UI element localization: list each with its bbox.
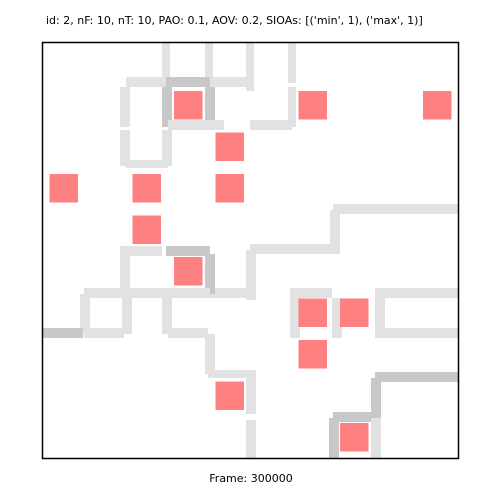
trail-segment [250, 120, 292, 130]
trail-segment [120, 254, 130, 298]
trail-segment [166, 246, 210, 256]
trail-segment [162, 294, 172, 334]
facility-cell [423, 91, 452, 120]
trail-segment [208, 288, 252, 298]
trail-segment [168, 288, 210, 298]
frame-counter: Frame: 300000 [209, 472, 293, 485]
facility-cell [174, 257, 203, 286]
facility-cell [174, 91, 203, 120]
trail-segment [162, 87, 172, 127]
trail-segment [375, 288, 417, 298]
trail-segment [417, 372, 458, 382]
trail-segment [417, 288, 458, 298]
trail-segment [122, 294, 132, 334]
facility-cell [215, 174, 244, 203]
facility-cell [132, 174, 161, 203]
trail-segment [208, 370, 250, 378]
facility-cell [215, 381, 244, 410]
trail-segment [126, 160, 168, 168]
facility-cell [132, 215, 161, 244]
trail-segment [290, 298, 300, 338]
trail-segment [168, 120, 224, 130]
trail-segment [126, 77, 168, 87]
trail-segment [417, 328, 458, 338]
trail-segment [329, 418, 339, 458]
trail-segment [43, 328, 83, 338]
trail-segment [246, 370, 256, 414]
trail-segment [80, 294, 90, 334]
facility-cell [215, 132, 244, 161]
trail-segment [246, 43, 254, 91]
trail-segment [205, 43, 213, 91]
trail-segment [205, 334, 215, 374]
trail-segment [120, 130, 130, 166]
trail-segment [246, 420, 256, 458]
trail-segment [375, 204, 417, 214]
trail-segment [126, 288, 168, 298]
trail-segment [166, 77, 210, 87]
trail-segment [205, 87, 215, 127]
trail-segment [375, 298, 385, 338]
trail-segment [332, 298, 342, 338]
trail-segment [162, 130, 172, 166]
trail-segment [84, 328, 124, 338]
trail-segment [288, 43, 296, 83]
facility-cell [49, 174, 78, 203]
trail-segment [120, 87, 130, 127]
trail-segment [288, 87, 296, 127]
facility-cell [298, 340, 327, 369]
grid-border [41, 41, 460, 460]
trail-segment [210, 77, 254, 87]
trail-segment [290, 288, 332, 298]
trail-segment [375, 372, 417, 382]
agent-trails [43, 43, 458, 458]
facility-cell [340, 423, 369, 452]
facility-cells [49, 91, 452, 452]
facility-cell [298, 91, 327, 120]
trail-segment [168, 328, 208, 338]
trail-segment [333, 412, 375, 422]
trail-segment [84, 288, 126, 298]
trail-segment [371, 378, 381, 418]
trail-segment [417, 204, 458, 214]
simulation-parameters-title: id: 2, nF: 10, nT: 10, PAO: 0.1, AOV: 0.… [46, 14, 423, 27]
trail-segment [371, 418, 381, 458]
trail-segment [330, 210, 340, 254]
trail-segment [250, 244, 334, 254]
trail-segment [246, 250, 256, 300]
trail-segment [205, 254, 215, 294]
facility-cell [340, 298, 369, 327]
trail-segment [162, 43, 170, 91]
facility-cell [298, 298, 327, 327]
trail-segment [120, 246, 162, 256]
trail-segment [333, 204, 375, 214]
trail-segment [375, 328, 417, 338]
